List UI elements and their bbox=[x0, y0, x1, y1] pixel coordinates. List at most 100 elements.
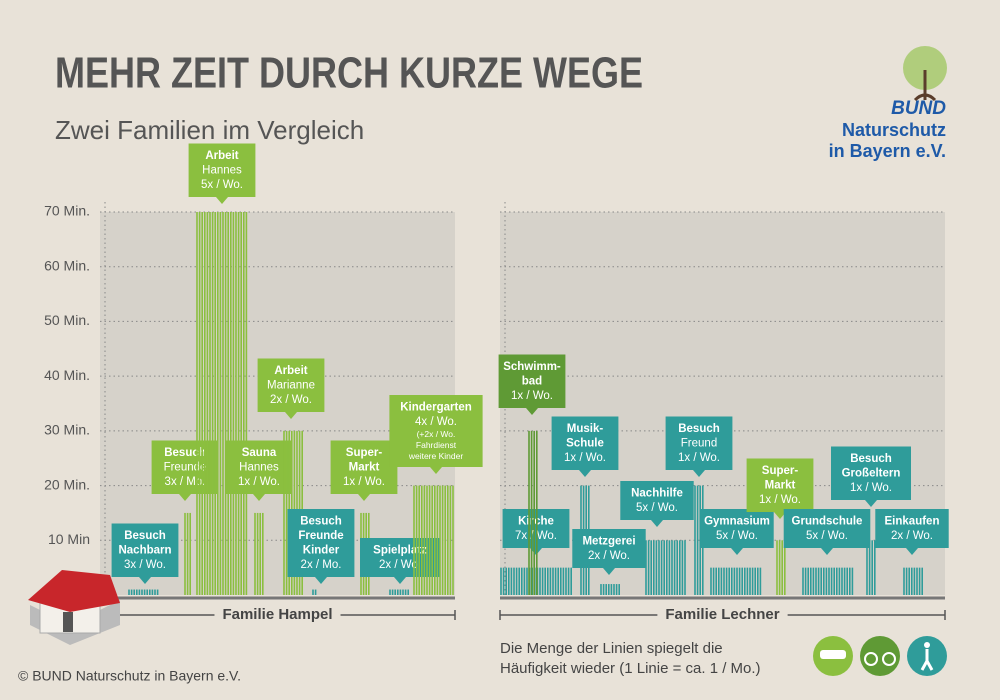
legend-note: Die Menge der Linien spiegelt die bbox=[500, 640, 723, 657]
logo: BUND Naturschutz in Bayern e.V. bbox=[829, 46, 947, 161]
legend-note: Häufigkeit wieder (1 Linie = ca. 1 / Mo.… bbox=[500, 660, 761, 677]
label-box: Besuch Nachbarn 3x / Wo. bbox=[111, 523, 179, 584]
label-pointer bbox=[651, 520, 663, 527]
label-text: 1x / Wo. bbox=[678, 452, 720, 464]
label-text: Besuch bbox=[164, 447, 206, 459]
label-box-bg bbox=[389, 395, 483, 467]
label-pointer bbox=[216, 197, 228, 204]
copyright: © BUND Naturschutz in Bayern e.V. bbox=[18, 668, 241, 684]
label-pointer bbox=[865, 500, 877, 507]
label-pointer bbox=[821, 548, 833, 555]
label-text: 1x / Wo. bbox=[238, 476, 280, 488]
label-box: Einkaufen 2x / Wo. bbox=[875, 509, 949, 555]
label-text: Fahrdienst bbox=[416, 440, 457, 450]
label-text: Freund bbox=[681, 437, 717, 449]
family-label: Familie Lechner bbox=[665, 606, 779, 623]
label-text: Markt bbox=[765, 479, 796, 491]
label-text: Arbeit bbox=[205, 150, 238, 162]
label-box-bg bbox=[620, 481, 694, 520]
label-pointer bbox=[693, 470, 705, 477]
label-text: Nachbarn bbox=[118, 544, 171, 556]
label-box: Grundschule 5x / Wo. bbox=[783, 509, 871, 555]
label-text: bad bbox=[522, 375, 542, 387]
label-box-bg bbox=[572, 529, 646, 568]
label-box: Schwimm-bad 1x / Wo. bbox=[498, 354, 566, 415]
logo-tree bbox=[903, 46, 947, 90]
label-text: 2x / Mo. bbox=[301, 559, 342, 571]
label-text: Besuch bbox=[678, 423, 720, 435]
label-box: Kindergarten 4x / Wo.(+2x / Wo.Fahrdienst… bbox=[389, 395, 483, 474]
y-tick-label: 40 Min. bbox=[44, 367, 90, 383]
label-text: weitere Kinder bbox=[408, 451, 464, 461]
label-text: Markt bbox=[349, 461, 380, 473]
logo-text: in Bayern e.V. bbox=[829, 141, 946, 161]
family-label-bg bbox=[214, 606, 341, 624]
label-pointer bbox=[579, 470, 591, 477]
label-box: Nachhilfe 5x / Wo. bbox=[620, 481, 694, 527]
label-text: Freunde bbox=[298, 530, 343, 542]
label-text: Grundschule bbox=[792, 515, 863, 527]
house-icon bbox=[28, 570, 120, 645]
subtitle: Zwei Familien im Vergleich bbox=[55, 115, 364, 145]
family-label-bg bbox=[657, 606, 788, 624]
label-box: Super- Markt 1x / Wo. bbox=[746, 458, 814, 519]
bike-icon bbox=[860, 636, 900, 676]
label-pointer bbox=[285, 412, 297, 419]
label-box: Super- Markt 1x / Wo. bbox=[330, 440, 398, 501]
label-pointer bbox=[906, 548, 918, 555]
label-text: 1x / Wo. bbox=[564, 452, 606, 464]
label-pointer bbox=[139, 577, 151, 584]
label-pointer bbox=[731, 548, 743, 555]
label-text: Kinder bbox=[303, 544, 340, 556]
label-text: 1x / Wo. bbox=[759, 494, 801, 506]
label-box-bg bbox=[665, 416, 733, 470]
y-tick-label: 50 Min. bbox=[44, 312, 90, 328]
label-text: Musik- bbox=[567, 423, 604, 435]
label-text: Sauna bbox=[242, 447, 277, 459]
label-text: Super- bbox=[762, 465, 799, 477]
label-text: 2x / Wo. bbox=[588, 550, 630, 562]
logo-text: Naturschutz bbox=[842, 120, 946, 140]
label-text: 3x / Wo. bbox=[124, 559, 166, 571]
label-text: Arbeit bbox=[274, 365, 307, 377]
label-text: Super- bbox=[346, 447, 383, 459]
y-tick-label: 30 Min. bbox=[44, 422, 90, 438]
label-text: 2x / Wo. bbox=[891, 530, 933, 542]
label-box: Arbeit Marianne 2x / Wo. bbox=[257, 358, 325, 419]
label-box: Besuch Großeltern 1x / Wo. bbox=[831, 446, 911, 507]
label-box-bg bbox=[700, 509, 774, 548]
label-text: Marianne bbox=[267, 379, 315, 391]
walk-head bbox=[924, 642, 930, 648]
label-text: Besuch bbox=[850, 453, 892, 465]
label-text: Gymnasium bbox=[704, 515, 770, 527]
label-text: 5x / Wo. bbox=[806, 530, 848, 542]
bike-wheel bbox=[882, 652, 896, 666]
label-text: Nachhilfe bbox=[631, 487, 683, 499]
car-shape bbox=[820, 650, 846, 659]
label-text: 1x / Wo. bbox=[850, 482, 892, 494]
label-pointer bbox=[394, 577, 406, 584]
label-text: 5x / Wo. bbox=[716, 530, 758, 542]
label-text: Großeltern bbox=[842, 467, 901, 479]
label-text: (+2x / Wo. bbox=[417, 429, 456, 439]
label-text: Metzgerei bbox=[582, 535, 635, 547]
label-box: Besuch Freunde Kinder 2x / Mo. bbox=[287, 509, 355, 584]
label-box-bg bbox=[875, 509, 949, 548]
label-pointer bbox=[603, 568, 615, 575]
label-text: Freunde bbox=[164, 461, 207, 473]
label-text: Kindergarten bbox=[400, 401, 472, 413]
label-text: Schule bbox=[566, 437, 604, 449]
walk-body bbox=[920, 649, 934, 671]
label-box-bg bbox=[783, 509, 871, 548]
label-box: Musik- Schule 1x / Wo. bbox=[551, 416, 619, 477]
label-text: 2x / Wo. bbox=[379, 559, 421, 571]
label-box-bg bbox=[287, 509, 355, 577]
house-roof bbox=[28, 570, 120, 612]
label-pointer bbox=[315, 577, 327, 584]
label-box-bg bbox=[225, 440, 293, 494]
label-box: Arbeit Hannes 5x / Wo. bbox=[188, 143, 256, 204]
label-box-bg bbox=[188, 143, 256, 197]
logo-trunk bbox=[913, 70, 937, 102]
house-door bbox=[63, 612, 73, 632]
